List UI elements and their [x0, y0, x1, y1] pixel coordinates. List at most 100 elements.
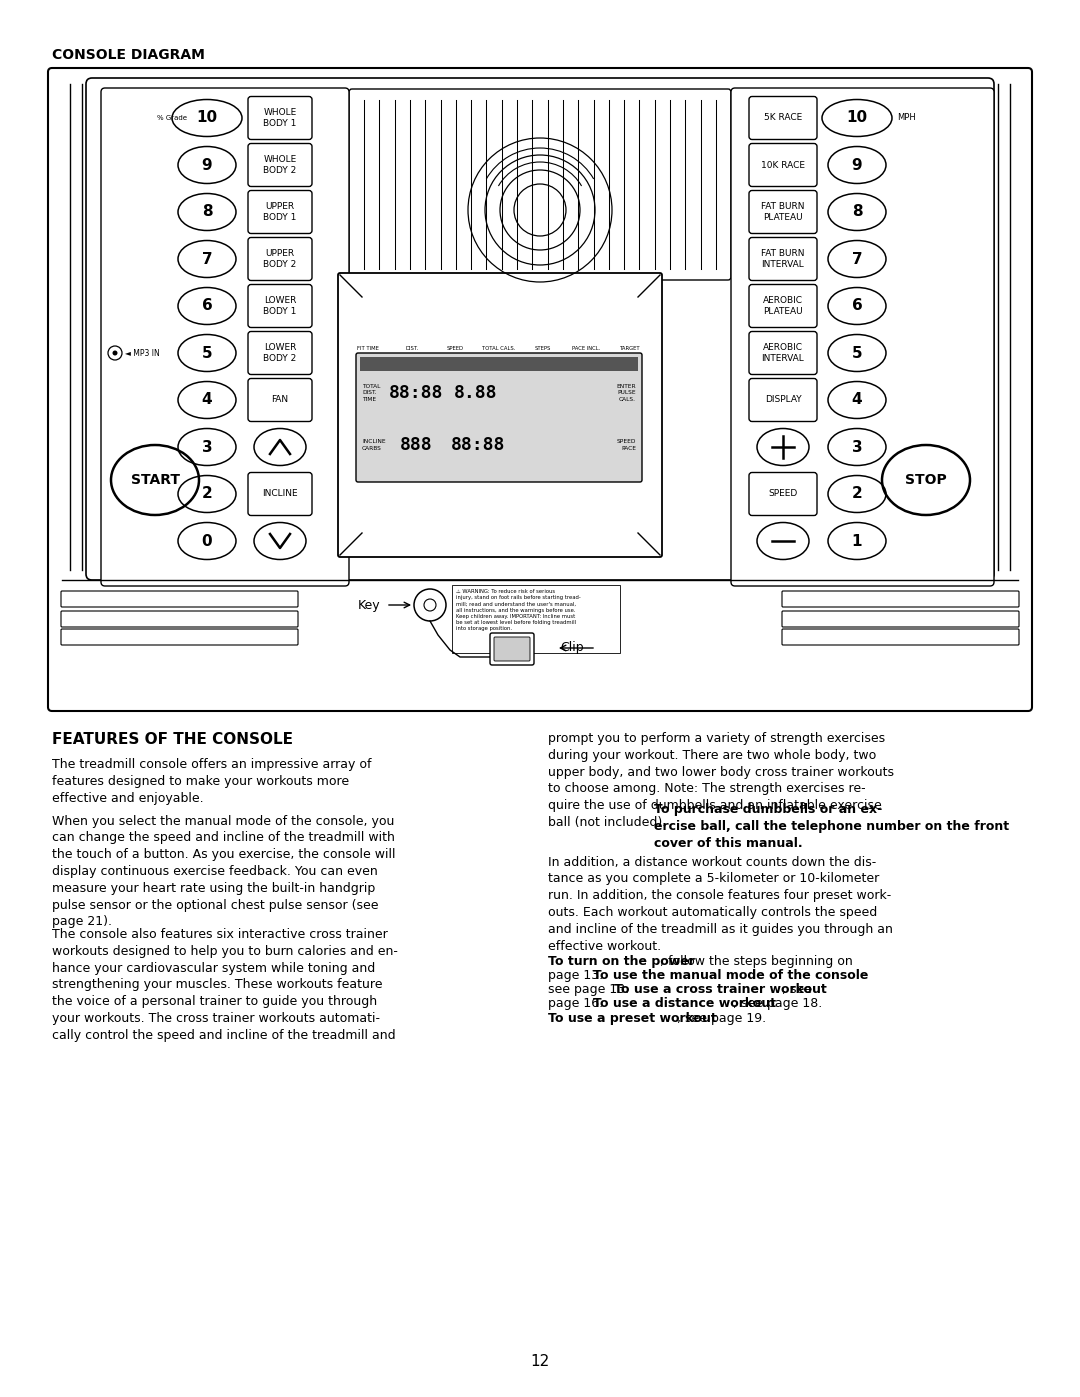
Text: 6: 6	[852, 299, 862, 313]
Text: 4: 4	[202, 393, 213, 408]
FancyBboxPatch shape	[494, 637, 530, 661]
FancyBboxPatch shape	[248, 237, 312, 281]
FancyBboxPatch shape	[86, 78, 994, 580]
Text: START: START	[131, 474, 179, 488]
Text: FAT BURN
INTERVAL: FAT BURN INTERVAL	[761, 249, 805, 268]
Text: ENTER
PULSE
CALS.: ENTER PULSE CALS.	[617, 384, 636, 402]
Text: 10: 10	[197, 110, 217, 126]
Text: see page 13.: see page 13.	[548, 983, 633, 996]
Text: 888: 888	[400, 436, 432, 454]
Text: 2: 2	[852, 486, 862, 502]
FancyBboxPatch shape	[750, 144, 816, 187]
FancyBboxPatch shape	[349, 89, 731, 279]
FancyBboxPatch shape	[360, 358, 638, 372]
Text: The treadmill console offers an impressive array of
features designed to make yo: The treadmill console offers an impressi…	[52, 759, 372, 805]
Text: To turn on the power: To turn on the power	[548, 954, 694, 968]
FancyBboxPatch shape	[782, 591, 1020, 608]
Text: UPPER
BODY 2: UPPER BODY 2	[264, 249, 297, 268]
FancyBboxPatch shape	[60, 610, 298, 627]
Text: To use a distance workout: To use a distance workout	[593, 997, 777, 1010]
FancyBboxPatch shape	[750, 237, 816, 281]
Text: , follow the steps beginning on: , follow the steps beginning on	[660, 954, 853, 968]
FancyBboxPatch shape	[48, 68, 1032, 711]
Text: UPPER
BODY 1: UPPER BODY 1	[264, 203, 297, 222]
Text: 8.88: 8.88	[455, 384, 498, 402]
Text: INCLINE: INCLINE	[262, 489, 298, 499]
Text: SPEED: SPEED	[768, 489, 798, 499]
Text: 5: 5	[852, 345, 862, 360]
Text: , see page 18.: , see page 18.	[733, 997, 823, 1010]
Text: CONSOLE DIAGRAM: CONSOLE DIAGRAM	[52, 47, 205, 61]
Text: 5K RACE: 5K RACE	[764, 113, 802, 123]
Text: Key: Key	[357, 598, 380, 612]
Text: To purchase dumbbells or an ex-
ercise ball, call the telephone number on the fr: To purchase dumbbells or an ex- ercise b…	[654, 803, 1009, 849]
Text: 12: 12	[530, 1355, 550, 1369]
FancyBboxPatch shape	[782, 629, 1020, 645]
Text: 5: 5	[202, 345, 213, 360]
Text: To use the manual mode of the console: To use the manual mode of the console	[593, 970, 868, 982]
Text: 3: 3	[202, 440, 213, 454]
Text: AEROBIC
PLATEAU: AEROBIC PLATEAU	[762, 296, 804, 316]
Text: SPEED
PACE: SPEED PACE	[617, 440, 636, 451]
Text: TOTAL CALS.: TOTAL CALS.	[483, 346, 515, 351]
FancyBboxPatch shape	[750, 96, 816, 140]
Text: The console also features six interactive cross trainer
workouts designed to hel: The console also features six interactiv…	[52, 928, 397, 1042]
Text: 6: 6	[202, 299, 213, 313]
FancyBboxPatch shape	[248, 285, 312, 327]
Text: LOWER
BODY 1: LOWER BODY 1	[264, 296, 297, 316]
Text: 7: 7	[202, 251, 213, 267]
Text: ◄ MP3 IN: ◄ MP3 IN	[125, 348, 160, 358]
Text: To use a cross trainer workout: To use a cross trainer workout	[613, 983, 826, 996]
Text: SPEED: SPEED	[447, 346, 463, 351]
Text: MPH: MPH	[897, 113, 916, 123]
FancyBboxPatch shape	[750, 331, 816, 374]
FancyBboxPatch shape	[338, 272, 662, 557]
Text: 7: 7	[852, 251, 862, 267]
Text: In addition, a distance workout counts down the dis-
tance as you complete a 5-k: In addition, a distance workout counts d…	[548, 855, 893, 953]
Text: 8: 8	[202, 204, 213, 219]
FancyBboxPatch shape	[731, 88, 994, 585]
Text: FAN: FAN	[271, 395, 288, 405]
FancyBboxPatch shape	[102, 88, 349, 585]
Text: 88:88: 88:88	[389, 384, 443, 402]
FancyBboxPatch shape	[60, 591, 298, 608]
Circle shape	[112, 351, 118, 355]
FancyBboxPatch shape	[248, 379, 312, 422]
Text: page 13.: page 13.	[548, 970, 607, 982]
FancyBboxPatch shape	[750, 190, 816, 233]
Text: LOWER
BODY 2: LOWER BODY 2	[264, 344, 297, 363]
Text: , see: , see	[782, 983, 812, 996]
Text: INCLINE
CARBS: INCLINE CARBS	[362, 440, 386, 451]
FancyBboxPatch shape	[248, 190, 312, 233]
Text: 9: 9	[852, 158, 862, 172]
Text: STOP: STOP	[905, 474, 947, 488]
Text: DIST.: DIST.	[405, 346, 418, 351]
Text: AEROBIC
INTERVAL: AEROBIC INTERVAL	[761, 344, 805, 363]
Text: ⚠ WARNING: To reduce risk of serious
injury, stand on foot rails before starting: ⚠ WARNING: To reduce risk of serious inj…	[456, 590, 581, 631]
Text: 10: 10	[847, 110, 867, 126]
Text: 1: 1	[852, 534, 862, 549]
Text: STEPS: STEPS	[535, 346, 551, 351]
FancyBboxPatch shape	[490, 633, 534, 665]
Text: WHOLE
BODY 1: WHOLE BODY 1	[264, 109, 297, 127]
FancyBboxPatch shape	[356, 353, 642, 482]
Text: Clip: Clip	[561, 641, 583, 655]
FancyBboxPatch shape	[750, 379, 816, 422]
Text: prompt you to perform a variety of strength exercises
during your workout. There: prompt you to perform a variety of stren…	[548, 732, 894, 828]
FancyBboxPatch shape	[453, 585, 620, 652]
Text: TARGET: TARGET	[620, 346, 640, 351]
Text: % Grade: % Grade	[158, 115, 188, 122]
Text: TOTAL
DIST.
TIME: TOTAL DIST. TIME	[362, 384, 380, 402]
Text: FAT BURN
PLATEAU: FAT BURN PLATEAU	[761, 203, 805, 222]
Text: To use a preset workout: To use a preset workout	[548, 1011, 717, 1024]
FancyBboxPatch shape	[750, 472, 816, 515]
Text: When you select the manual mode of the console, you
can change the speed and inc: When you select the manual mode of the c…	[52, 814, 395, 929]
Text: 10K RACE: 10K RACE	[761, 161, 805, 169]
FancyBboxPatch shape	[60, 629, 298, 645]
FancyBboxPatch shape	[248, 331, 312, 374]
Text: 3: 3	[852, 440, 862, 454]
Text: DISPLAY: DISPLAY	[765, 395, 801, 405]
FancyBboxPatch shape	[248, 472, 312, 515]
Text: 0: 0	[202, 534, 213, 549]
FancyBboxPatch shape	[750, 285, 816, 327]
